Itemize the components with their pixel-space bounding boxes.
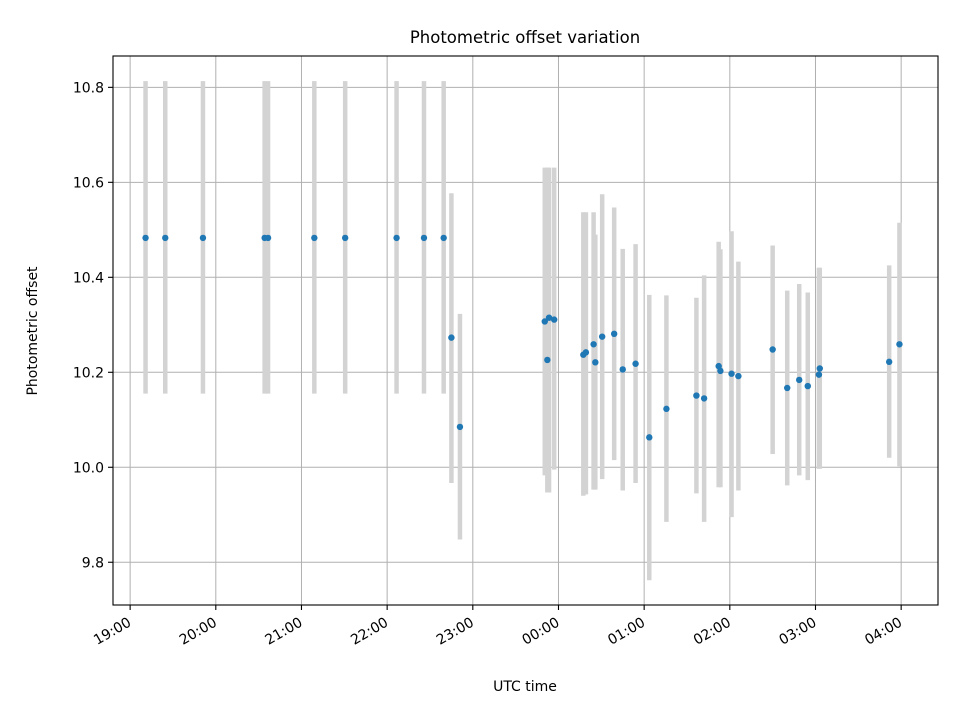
data-point <box>769 346 776 353</box>
x-tick-label: 23:00 <box>434 615 477 649</box>
x-tick-label: 04:00 <box>862 615 905 649</box>
data-point <box>717 367 724 375</box>
x-tick-label: 01:00 <box>605 615 648 649</box>
data-point <box>663 405 670 413</box>
data-point <box>311 234 318 242</box>
data-point <box>804 382 811 390</box>
data-point <box>610 330 618 338</box>
data-point <box>728 370 735 377</box>
data-point <box>592 359 599 366</box>
data-point <box>199 234 207 242</box>
data-point <box>815 371 823 378</box>
data-point <box>341 234 349 242</box>
data-point <box>700 395 708 402</box>
data-point <box>456 423 464 431</box>
data-point <box>632 360 639 367</box>
x-tick-label: 03:00 <box>777 615 820 649</box>
data-point <box>816 365 823 372</box>
data-point <box>590 341 597 348</box>
data-point <box>693 392 700 399</box>
data-point <box>619 366 626 373</box>
x-tick-label: 19:00 <box>91 615 134 649</box>
data-point <box>598 333 606 340</box>
x-tick-label: 20:00 <box>177 615 220 649</box>
data-point <box>448 334 455 341</box>
data-point <box>784 384 791 392</box>
data-point <box>420 234 428 242</box>
x-tick-label: 21:00 <box>263 615 306 649</box>
data-point <box>582 349 590 356</box>
x-tick-label: 00:00 <box>520 615 563 649</box>
chart-title: Photometric offset variation <box>410 28 640 47</box>
data-point <box>885 358 893 366</box>
x-tick-label: 22:00 <box>348 615 391 649</box>
data-point <box>544 356 551 364</box>
y-tick-label: 9.8 <box>82 555 104 571</box>
plot-frame <box>112 55 939 606</box>
axis-ticks: 19:00 20:00 21:00 22:00 23:00 00:00 01:00 02:00… <box>73 80 905 648</box>
data-point <box>545 314 553 321</box>
data-point <box>896 341 903 348</box>
y-tick-label: 10.4 <box>73 270 104 286</box>
error-bars <box>143 81 902 581</box>
data-point <box>393 234 400 242</box>
data-point <box>440 234 447 242</box>
y-axis-label: Photometric offset <box>25 266 41 396</box>
x-axis-label: UTC time <box>493 679 557 695</box>
data-point <box>646 434 653 441</box>
x-tick-label: 02:00 <box>691 615 734 649</box>
y-tick-label: 10.2 <box>73 365 104 381</box>
data-point <box>264 234 272 242</box>
data-points <box>142 234 903 441</box>
grid <box>113 56 938 605</box>
y-tick-label: 10.0 <box>73 460 104 476</box>
data-point <box>550 316 558 323</box>
y-tick-label: 10.8 <box>73 80 104 96</box>
data-point <box>142 234 149 242</box>
data-point <box>162 234 169 242</box>
data-point <box>541 318 548 325</box>
y-tick-label: 10.6 <box>73 175 104 191</box>
data-point <box>735 372 742 380</box>
data-point <box>796 376 803 384</box>
